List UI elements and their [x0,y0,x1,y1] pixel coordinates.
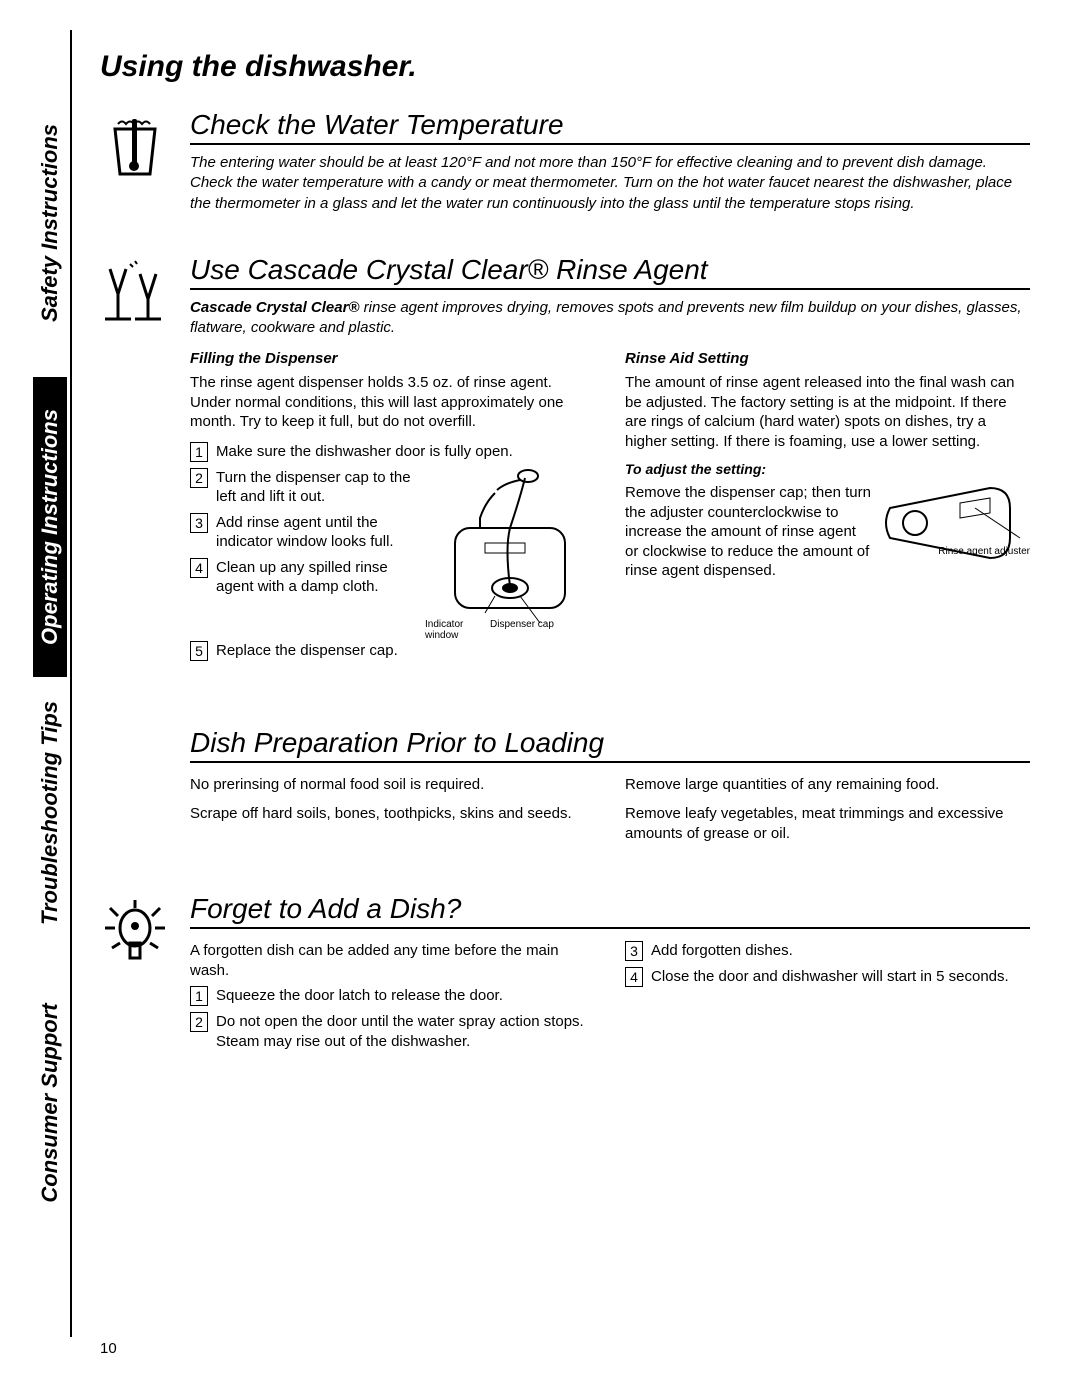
section-forget-dish: Forget to Add a Dish? A forgotten dish c… [100,893,1030,1057]
section2-intro: Cascade Crystal Clear® rinse agent impro… [190,298,1030,339]
step-num: 4 [190,558,208,578]
step-num: 1 [190,442,208,462]
adjust-head: To adjust the setting: [625,461,1030,477]
spacer-icon [100,727,170,854]
step-text: Replace the dispenser cap. [216,641,595,661]
prep-item: Scrape off hard soils, bones, toothpicks… [190,804,595,824]
prep-item: Remove leafy vegetables, meat trimmings … [625,804,1030,843]
prep-item: No prerinsing of normal food soil is req… [190,775,595,795]
section1-heading: Check the Water Temperature [190,109,1030,145]
section2-heading: Use Cascade Crystal Clear® Rinse Agent [190,254,1030,290]
section3-heading: Dish Preparation Prior to Loading [190,727,1030,763]
forget-step-2: 2 Do not open the door until the water s… [190,1012,595,1051]
glasses-sparkle-icon [100,254,170,667]
step-num: 2 [190,468,208,488]
fill-step-2: 2 Turn the dispenser cap to the left and… [190,468,415,507]
fig-label-cap: Dispenser cap [490,619,554,641]
adjust-text: Remove the dispenser cap; then turn the … [625,483,872,581]
step-num: 4 [625,967,643,987]
page-number: 10 [100,1340,117,1357]
forget-step-1: 1 Squeeze the door latch to release the … [190,986,595,1006]
section2-intro-bold: Cascade Crystal Clear® [190,299,359,316]
fill-step-3: 3 Add rinse agent until the indicator wi… [190,513,415,552]
section-dish-prep: Dish Preparation Prior to Loading No pre… [100,727,1030,854]
step-text: Close the door and dishwasher will start… [651,967,1030,987]
page-title: Using the dishwasher. [100,50,1030,84]
sidebar-tabs: Safety Instructions Operating Instructio… [32,30,68,1337]
step-num: 1 [190,986,208,1006]
section4-intro: A forgotten dish can be added any time b… [190,941,595,980]
step-num: 2 [190,1012,208,1032]
section4-heading: Forget to Add a Dish? [190,893,1030,929]
forget-step-4: 4 Close the door and dishwasher will sta… [625,967,1030,987]
fill-step-5: 5 Replace the dispenser cap. [190,641,595,661]
adjuster-figure: Rinse agent adjuster [880,483,1030,557]
step-text: Squeeze the door latch to release the do… [216,986,595,1006]
lightbulb-alert-icon [100,893,170,1057]
fig-label-indicator: Indicator window [425,619,475,641]
tab-operating: Operating Instructions [33,377,67,677]
step-text: Make sure the dishwasher door is fully o… [216,442,595,462]
dispenser-figure: Indicator window Dispenser cap [425,468,595,641]
step-num: 3 [625,941,643,961]
step-text: Turn the dispenser cap to the left and l… [216,468,415,507]
tab-safety: Safety Instructions [37,73,63,373]
step-text: Add forgotten dishes. [651,941,1030,961]
section-rinse-agent: Use Cascade Crystal Clear® Rinse Agent C… [100,254,1030,667]
step-text: Clean up any spilled rinse agent with a … [216,558,415,597]
fill-step-4: 4 Clean up any spilled rinse agent with … [190,558,415,597]
rinse-body: The amount of rinse agent released into … [625,373,1030,451]
tab-consumer: Consumer Support [37,953,63,1253]
fill-step-1: 1 Make sure the dishwasher door is fully… [190,442,595,462]
thermometer-glass-icon [100,109,170,214]
filling-body: The rinse agent dispenser holds 3.5 oz. … [190,373,595,432]
main-content: Using the dishwasher. Check the Water Te… [100,50,1030,1097]
rinse-subhead: Rinse Aid Setting [625,350,1030,367]
section-water-temp: Check the Water Temperature The entering… [100,109,1030,214]
forget-step-3: 3 Add forgotten dishes. [625,941,1030,961]
step-text: Add rinse agent until the indicator wind… [216,513,415,552]
prep-item: Remove large quantities of any remaining… [625,775,1030,795]
filling-dispenser-col: Filling the Dispenser The rinse agent di… [190,350,595,667]
step-text: Do not open the door until the water spr… [216,1012,595,1051]
step-num: 3 [190,513,208,533]
filling-subhead: Filling the Dispenser [190,350,595,367]
page-border [70,30,72,1337]
tab-troubleshooting: Troubleshooting Tips [37,663,63,963]
section1-intro: The entering water should be at least 12… [190,153,1030,214]
step-num: 5 [190,641,208,661]
rinse-aid-col: Rinse Aid Setting The amount of rinse ag… [625,350,1030,667]
